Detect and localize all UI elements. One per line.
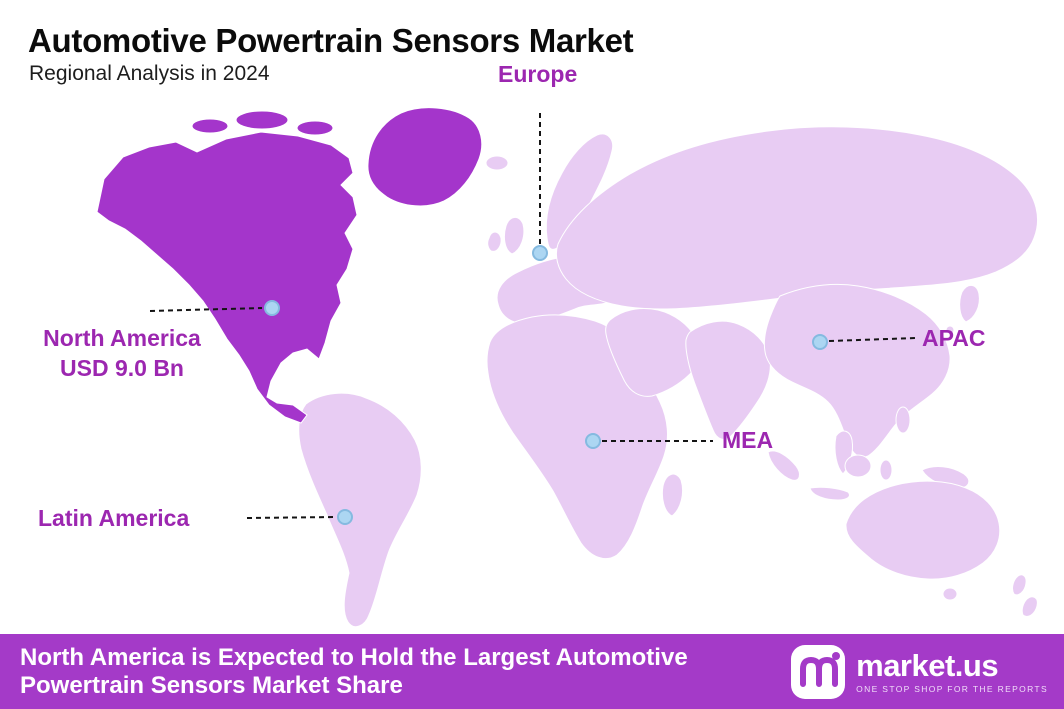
region-new-zealand-south <box>1021 596 1038 617</box>
region-new-zealand-north <box>1012 574 1027 596</box>
region-sulawesi <box>879 459 893 481</box>
marketus-logo-glyph <box>800 651 841 687</box>
marketus-tagline: ONE STOP SHOP FOR THE REPORTS <box>856 683 1048 694</box>
banner-line-1: North America is Expected to Hold the La… <box>20 643 688 671</box>
region-label-latin-america: Latin America <box>38 505 190 531</box>
marketus-logo-text: market.us ONE STOP SHOP FOR THE REPORTS <box>856 647 1048 694</box>
region-label-apac: APAC <box>922 325 986 351</box>
leader-line-apac <box>828 337 917 342</box>
continent-north-america <box>96 131 358 424</box>
marker-latin-america <box>337 509 353 525</box>
region-label-north-america-value: USD 9.0 Bn <box>60 355 184 381</box>
location-markers <box>264 245 828 525</box>
banner-line-2: Powertrain Sensors Market Share <box>20 671 403 699</box>
region-greenland <box>367 107 483 207</box>
marker-apac <box>812 334 828 350</box>
region-north-america <box>96 107 483 424</box>
region-iceland <box>485 155 509 171</box>
banner: North America is Expected to Hold the La… <box>0 634 1064 709</box>
page-subtitle: Regional Analysis in 2024 <box>29 62 270 85</box>
region-ireland <box>487 231 502 252</box>
region-arctic-islands-2 <box>235 110 289 130</box>
region-scandinavia <box>545 133 614 250</box>
marketus-logo: market.us ONE STOP SHOP FOR THE REPORTS <box>791 644 1064 699</box>
region-japan-south <box>945 325 955 335</box>
region-uk <box>503 217 525 255</box>
marketus-brand: market.us <box>856 647 999 683</box>
region-east-asia <box>763 283 951 458</box>
region-arctic-islands-1 <box>191 118 229 134</box>
region-arctic-islands-3 <box>296 120 334 136</box>
continent-south-america <box>298 392 422 628</box>
region-japan <box>959 285 980 323</box>
banner-text: North America is Expected to Hold the La… <box>0 644 688 700</box>
region-philippines <box>895 406 911 434</box>
leader-line-latin-america <box>246 516 337 519</box>
region-borneo <box>844 454 872 478</box>
leader-line-north-america <box>149 307 263 312</box>
region-india <box>685 320 771 440</box>
region-tasmania <box>942 587 958 601</box>
marketus-logo-icon <box>791 644 846 699</box>
region-middle-east <box>605 307 700 397</box>
region-north-asia <box>555 126 1038 310</box>
region-label-north-america: North America USD 9.0 Bn <box>22 323 222 383</box>
continent-australia <box>845 480 1001 580</box>
region-label-europe: Europe <box>498 61 578 87</box>
region-madagascar <box>661 473 684 517</box>
region-sumatra <box>767 450 800 481</box>
marker-mea <box>585 433 601 449</box>
region-label-mea: MEA <box>722 427 774 453</box>
leader-lines <box>149 113 917 519</box>
region-label-north-america-name: North America <box>43 325 201 351</box>
region-rest-of-world <box>298 126 1038 628</box>
page-title: Automotive Powertrain Sensors Market <box>28 22 634 59</box>
marker-europe <box>532 245 548 261</box>
region-java <box>809 486 851 501</box>
marker-north-america <box>264 300 280 316</box>
